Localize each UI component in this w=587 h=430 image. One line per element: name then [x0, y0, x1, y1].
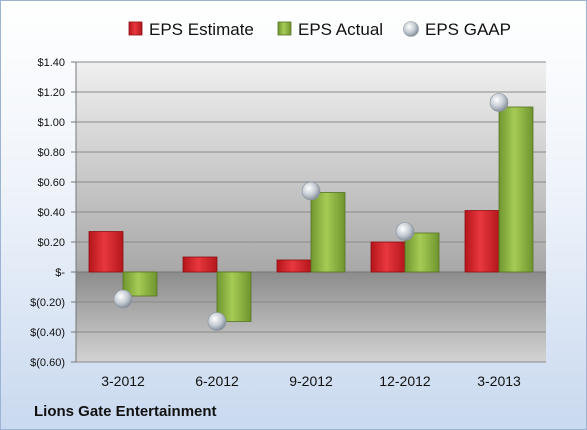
x-category-label: 6-2012 [195, 373, 239, 389]
eps-actual-bar [498, 106, 534, 273]
y-tick-label: $(0.40) [30, 327, 65, 339]
gaap-points [113, 93, 509, 331]
y-tick-label: $- [55, 267, 65, 279]
bars [88, 106, 534, 322]
eps-actual-bar [216, 271, 252, 322]
legend-label: EPS Actual [298, 20, 383, 39]
eps-gaap-point [395, 222, 415, 241]
legend-eps-gaap: EPS GAAP [403, 20, 511, 39]
company-name: Lions Gate Entertainment [34, 403, 217, 420]
eps-estimate-bar [370, 241, 406, 273]
x-category-label: 12-2012 [379, 373, 431, 389]
legend-eps-estimate: EPS Estimate [128, 20, 254, 39]
eps-actual-bar [404, 232, 440, 273]
y-tick-label: $1.00 [37, 117, 65, 129]
eps-actual-bar [310, 192, 346, 273]
y-axis-tick-labels: $1.40 $1.20 $1.00 $0.80 $0.60 $0.40 $0.20 $- $(0… [30, 57, 65, 369]
x-axis-category-labels: 3-2012 6-2012 9-2012 12-2012 3-2013 [101, 373, 521, 389]
y-tick-label: $1.40 [37, 57, 65, 69]
eps-gaap-point [489, 93, 509, 112]
eps-gaap-point [207, 312, 227, 331]
y-tick-label: $0.60 [37, 177, 65, 189]
eps-actual-bar [122, 271, 158, 297]
legend-swatch [403, 21, 419, 37]
y-tick-label: $0.40 [37, 207, 65, 219]
legend-swatch [128, 21, 143, 36]
eps-estimate-bar [464, 210, 500, 273]
x-category-label: 3-2013 [477, 373, 521, 389]
y-tick-label: $(0.20) [30, 297, 65, 309]
y-tick-label: $0.80 [37, 147, 65, 159]
eps-estimate-bar [182, 256, 218, 273]
x-category-label: 3-2012 [101, 373, 145, 389]
x-category-label: 9-2012 [289, 373, 333, 389]
y-tick-label: $1.20 [37, 87, 65, 99]
legend-label: EPS GAAP [425, 20, 511, 39]
eps-gaap-point [113, 289, 133, 309]
eps-gaap-point [301, 181, 321, 201]
y-tick-label: $0.20 [37, 237, 65, 249]
legend-label: EPS Estimate [149, 20, 254, 39]
legend-swatch [277, 21, 292, 36]
legend: EPS Estimate EPS Actual EPS GAAP [128, 20, 511, 39]
eps-estimate-bar [88, 231, 124, 273]
eps-estimate-bar [276, 259, 312, 273]
legend-eps-actual: EPS Actual [277, 20, 383, 39]
y-tick-label: $(0.60) [30, 357, 65, 369]
